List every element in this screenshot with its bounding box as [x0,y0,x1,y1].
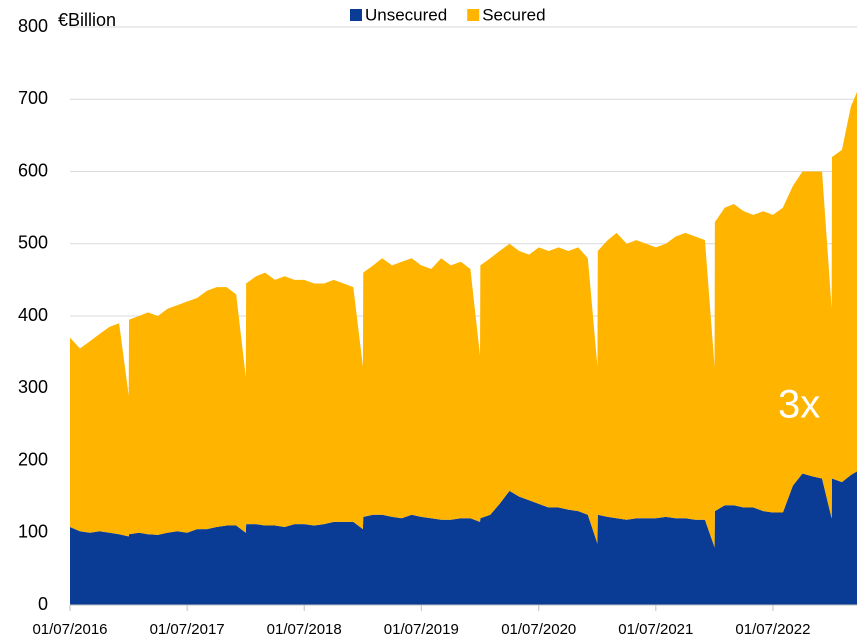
y-tick-label: 0 [38,594,48,614]
x-tick-label: 01/07/2022 [735,621,810,638]
legend-swatch [467,9,480,21]
annotation: 3x [778,383,820,427]
y-tick-label: 100 [18,522,48,542]
y-tick-label: 300 [18,377,48,397]
area [70,471,857,605]
y-tick-label: 400 [18,305,48,325]
y-tick-label: 800 [18,16,48,36]
y-tick-label: 700 [18,88,48,108]
y-axis-label: €Billion [58,10,116,30]
legend-label: Unsecured [365,5,447,24]
y-tick-label: 600 [18,160,48,180]
x-tick-label: 01/07/2017 [150,621,225,638]
area [70,92,857,548]
y-tick-label: 200 [18,449,48,469]
legend-label: Secured [482,5,545,24]
x-tick-label: 01/07/2021 [618,621,693,638]
x-tick-label: 01/07/2016 [32,621,107,638]
x-tick-label: 01/07/2020 [501,621,576,638]
x-tick-label: 01/07/2018 [267,621,342,638]
x-tick-label: 01/07/2019 [384,621,459,638]
legend-swatch [350,9,362,21]
y-tick-label: 500 [18,233,48,253]
